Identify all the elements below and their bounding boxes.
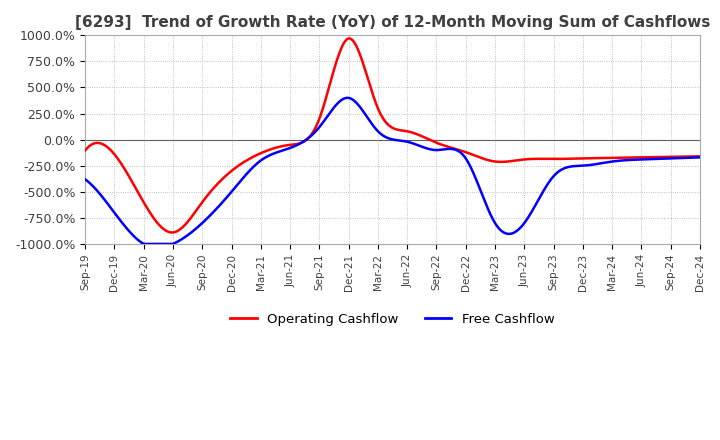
Legend: Operating Cashflow, Free Cashflow: Operating Cashflow, Free Cashflow	[225, 308, 560, 331]
Title: [6293]  Trend of Growth Rate (YoY) of 12-Month Moving Sum of Cashflows: [6293] Trend of Growth Rate (YoY) of 12-…	[75, 15, 710, 30]
